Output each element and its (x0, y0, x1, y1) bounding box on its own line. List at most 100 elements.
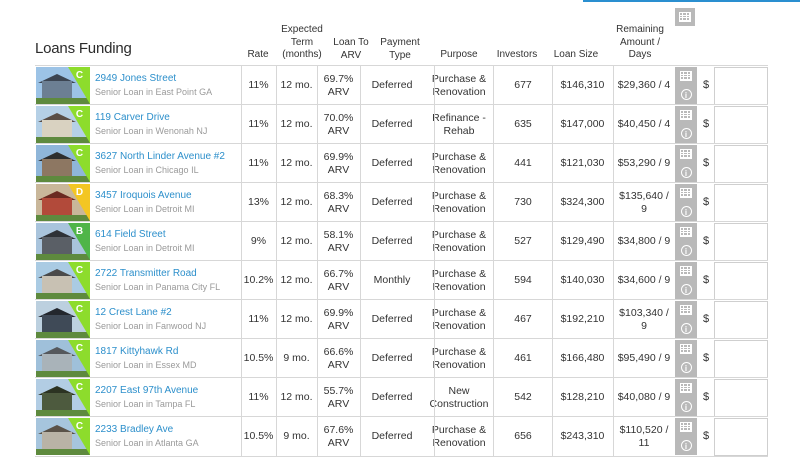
loan-address-link[interactable]: 2233 Bradley Ave (95, 424, 174, 435)
table-row[interactable]: C 12 Crest Lane #2 Senior Loan in Fanwoo… (35, 299, 768, 339)
column-divider (434, 105, 435, 144)
header-purpose: Purpose (440, 49, 478, 60)
loan-address-link[interactable]: 2722 Transmitter Road (95, 268, 197, 279)
table-icon[interactable] (675, 106, 697, 124)
rate-cell: 13% (247, 196, 269, 209)
table-icon[interactable] (675, 67, 697, 85)
invest-amount-input[interactable] (714, 184, 768, 222)
invest-amount-input[interactable] (714, 67, 768, 105)
table-icon[interactable] (675, 418, 697, 436)
investors-cell: 461 (514, 352, 532, 365)
table-row[interactable]: C 2949 Jones Street Senior Loan in East … (35, 65, 768, 105)
table-row[interactable]: C 2722 Transmitter Road Senior Loan in P… (35, 260, 768, 300)
investors-cell: 635 (514, 118, 532, 131)
loan-address-link[interactable]: 1817 Kittyhawk Rd (95, 346, 179, 357)
info-icon[interactable]: i (675, 358, 697, 377)
property-thumbnail[interactable]: B (36, 223, 90, 260)
column-divider (552, 339, 553, 378)
table-row[interactable]: C 119 Carver Drive Senior Loan in Wenona… (35, 104, 768, 144)
loan-address-link[interactable]: 2949 Jones Street (95, 73, 177, 84)
table-icon[interactable] (675, 184, 697, 202)
info-icon[interactable]: i (675, 163, 697, 182)
property-thumbnail[interactable]: C (36, 418, 90, 455)
property-thumbnail[interactable]: C (36, 301, 90, 338)
table-icon[interactable] (675, 262, 697, 280)
property-thumbnail[interactable]: C (36, 262, 90, 299)
column-divider (360, 183, 361, 222)
loan-address-link[interactable]: 2207 East 97th Avenue (95, 385, 199, 396)
column-divider (276, 183, 277, 222)
loan-size-cell: $146,310 (560, 79, 605, 92)
info-icon[interactable]: i (675, 280, 697, 299)
investors-cell: 656 (514, 430, 532, 443)
table-row[interactable]: C 2207 East 97th Avenue Senior Loan in T… (35, 377, 768, 417)
column-divider (613, 183, 614, 222)
ltv-cell: 55.7% ARV (323, 385, 354, 410)
ltv-cell: 68.3% ARV (323, 190, 354, 215)
column-divider (493, 417, 494, 456)
table-row[interactable]: C 2233 Bradley Ave Senior Loan in Atlant… (35, 416, 768, 457)
invest-amount-input[interactable] (714, 379, 768, 417)
term-cell: 12 mo. (280, 391, 313, 404)
loan-address-link[interactable]: 119 Carver Drive (95, 112, 170, 123)
loan-address-link[interactable]: 614 Field Street (95, 229, 166, 240)
property-thumbnail[interactable]: C (36, 340, 90, 377)
table-icon[interactable] (675, 145, 697, 163)
property-thumbnail[interactable]: C (36, 379, 90, 416)
loan-address-link[interactable]: 3457 Iroquois Avenue (95, 190, 192, 201)
table-icon[interactable] (675, 223, 697, 241)
table-row[interactable]: B 614 Field Street Senior Loan in Detroi… (35, 221, 768, 261)
info-icon[interactable]: i (675, 85, 697, 104)
purpose-cell: Refinance - Rehab (432, 112, 486, 137)
invest-amount-input[interactable] (714, 340, 768, 378)
payment-type-cell: Deferred (371, 196, 413, 209)
column-divider (317, 183, 318, 222)
grade-badge: B (75, 226, 84, 237)
info-icon[interactable]: i (675, 202, 697, 221)
loan-size-cell: $128,210 (560, 391, 605, 404)
table-icon[interactable] (675, 301, 697, 319)
column-divider (552, 183, 553, 222)
invest-amount-input[interactable] (714, 223, 768, 261)
info-icon[interactable]: i (675, 397, 697, 416)
investors-cell: 594 (514, 274, 532, 287)
table-row[interactable]: C 1817 Kittyhawk Rd Senior Loan in Essex… (35, 338, 768, 378)
term-cell: 9 mo. (283, 352, 310, 365)
property-thumbnail[interactable]: D (36, 184, 90, 221)
loan-subtitle: Senior Loan in Fanwood NJ (95, 321, 207, 331)
invest-amount-input[interactable] (714, 418, 768, 456)
purpose-cell: Purchase & Renovation (431, 229, 487, 254)
info-icon[interactable]: i (675, 436, 697, 455)
header-investors: Investors (496, 49, 538, 60)
column-divider (276, 261, 277, 300)
column-divider (241, 105, 242, 144)
invest-amount-input[interactable] (714, 262, 768, 300)
invest-amount-input[interactable] (714, 106, 768, 144)
column-divider (241, 417, 242, 456)
currency-symbol: $ (703, 118, 710, 130)
table-icon[interactable] (675, 379, 697, 397)
remaining-cell: $53,290 / 9 (617, 157, 671, 170)
info-icon[interactable]: i (675, 241, 697, 260)
term-cell: 12 mo. (280, 274, 313, 287)
loan-subtitle: Senior Loan in Essex MD (95, 360, 197, 370)
rate-cell: 11% (248, 313, 269, 326)
table-row[interactable]: D 3457 Iroquois Avenue Senior Loan in De… (35, 182, 768, 222)
column-divider (493, 144, 494, 183)
info-icon[interactable]: i (675, 124, 697, 143)
table-icon[interactable] (675, 340, 697, 358)
table-icon[interactable] (675, 8, 695, 26)
property-thumbnail[interactable]: C (36, 145, 90, 182)
loan-address-link[interactable]: 12 Crest Lane #2 (95, 307, 172, 318)
invest-amount-input[interactable] (714, 145, 768, 183)
column-divider (434, 378, 435, 417)
property-thumbnail[interactable]: C (36, 106, 90, 143)
rate-cell: 10.2% (243, 274, 274, 287)
header-loan-size: Loan Size (553, 49, 599, 60)
info-icon[interactable]: i (675, 319, 697, 338)
invest-amount-input[interactable] (714, 301, 768, 339)
property-thumbnail[interactable]: C (36, 67, 90, 104)
loan-address-link[interactable]: 3627 North Linder Avenue #2 (95, 151, 225, 162)
column-divider (552, 378, 553, 417)
table-row[interactable]: C 3627 North Linder Avenue #2 Senior Loa… (35, 143, 768, 183)
